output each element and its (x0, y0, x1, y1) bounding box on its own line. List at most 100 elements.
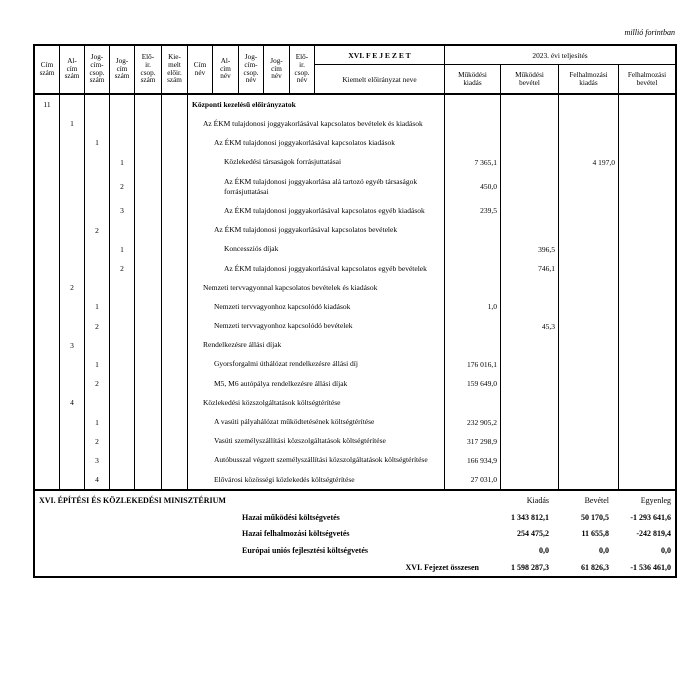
eloir-csop-szam-cell (135, 393, 162, 413)
jogcimcsop-szam-cell (85, 239, 110, 259)
felhalmozasi-kiadas-cell (559, 278, 619, 298)
footer-row-label: Hazai működési költségvetés (242, 512, 340, 522)
kiemelt-eloir-szam-cell (162, 469, 188, 489)
alcim-szam-cell (60, 450, 85, 470)
table-header: Cím szám Al- cím szám Jog- cím- csop. sz… (35, 46, 675, 95)
felhalmozasi-kiadas-cell (559, 201, 619, 221)
jogcim-szam-cell: 1 (110, 239, 135, 259)
cim-szam-cell (35, 412, 60, 432)
footer-bevetel-value: 50 170,5 (581, 512, 609, 522)
felhalmozasi-bevetel-cell (619, 153, 675, 172)
mukodesi-bevetel-cell: 396,5 (501, 239, 559, 259)
cim-szam-cell (35, 374, 60, 394)
felhalmozasi-bevetel-cell (619, 355, 675, 374)
eloir-csop-szam-cell (135, 431, 162, 451)
felhalmozasi-kiadas-cell (559, 258, 619, 279)
jogcimcsop-szam-cell (85, 171, 110, 202)
eloiranyzat-name-cell: A vasúti pályahálózat működtetésének köl… (188, 412, 445, 432)
table-row: 2 Az ÉKM tulajdonosi joggyakorlása alá t… (35, 171, 675, 202)
eloir-csop-szam-cell (135, 152, 162, 172)
value-column-labels: Működési kiadás Működési bevétel Felhalm… (445, 65, 675, 93)
unit-note: millió forintban (624, 28, 675, 37)
cim-szam-cell (35, 469, 60, 489)
table-row: 4 Elővárosi közösségi közlekedés költség… (35, 469, 675, 489)
jogcimcsop-szam-cell (85, 152, 110, 172)
felhalmozasi-kiadas-cell (559, 114, 619, 134)
footer-col-egyenleg: Egyenleg (640, 495, 671, 505)
felhalmozasi-bevetel-cell (619, 470, 675, 489)
jogcim-szam-cell (110, 431, 135, 451)
table-row: 1 Gyorsforgalmi úthálózat rendelkezésre … (35, 354, 675, 375)
kiemelt-eloir-szam-cell (162, 152, 188, 172)
eloiranyzat-name-cell: Az ÉKM tulajdonosi joggyakorlásával kapc… (188, 114, 445, 134)
mukodesi-kiadas-cell: 166 934,9 (445, 450, 501, 470)
mukodesi-bevetel-cell (501, 412, 559, 432)
cim-szam-cell (35, 316, 60, 336)
header-felhalmozasi-bevetel: Felhalmozási bevétel (627, 71, 667, 87)
cim-szam-cell (35, 450, 60, 470)
felhalmozasi-bevetel-cell (619, 95, 675, 114)
footer-col-bevetel: Bevétel (584, 495, 609, 505)
jogcimcsop-szam-cell (85, 393, 110, 413)
eloiranyzat-name: Autóbusszal végzett személyszállítási kö… (214, 455, 428, 465)
cim-szam-cell: 11 (35, 95, 60, 115)
jogcimcsop-szam-cell (85, 335, 110, 355)
header-jogcim-nev: Jog- cím név (264, 46, 290, 93)
eloiranyzat-name-cell: Autóbusszal végzett személyszállítási kö… (188, 450, 445, 470)
jogcim-szam-cell (110, 297, 135, 317)
jogcim-szam-cell (110, 278, 135, 298)
eloir-csop-szam-cell (135, 335, 162, 355)
felhalmozasi-kiadas-cell (559, 393, 619, 413)
felhalmozasi-kiadas-cell (559, 335, 619, 355)
felhalmozasi-kiadas-cell (559, 354, 619, 375)
alcim-szam-cell: 4 (60, 393, 85, 413)
kiemelt-eloiranyzat-label: Kiemelt előirányzat neve (342, 74, 417, 84)
cim-szam-cell (35, 431, 60, 451)
footer-bevetel-value: 11 655,8 (581, 529, 609, 539)
mukodesi-bevetel-cell (501, 393, 559, 413)
eloiranyzat-name-cell: Az ÉKM tulajdonosi joggyakorlásával kapc… (188, 220, 445, 240)
felhalmozasi-kiadas-cell (559, 469, 619, 489)
table-row: 3 Autóbusszal végzett személyszállítási … (35, 450, 675, 470)
header-jogcim-szam: Jog- cím szám (110, 46, 135, 93)
felhalmozasi-kiadas-cell (559, 412, 619, 432)
eloir-csop-szam-cell (135, 239, 162, 259)
jogcimcsop-szam-cell (85, 95, 110, 115)
eloiranyzat-name-cell: Az ÉKM tulajdonosi joggyakorlásával kapc… (188, 133, 445, 153)
alcim-szam-cell (60, 95, 85, 115)
eloiranyzat-name-cell: Közlekedési társaságok forrásjuttatásai (188, 152, 445, 172)
mukodesi-bevetel-cell (501, 450, 559, 470)
mukodesi-kiadas-cell (445, 278, 501, 298)
felhalmozasi-bevetel-cell (619, 259, 675, 278)
felhalmozasi-bevetel-cell (619, 432, 675, 451)
kiemelt-eloir-szam-cell (162, 201, 188, 221)
header-cim-nev: Cím név (188, 46, 213, 93)
felhalmozasi-kiadas-cell (559, 220, 619, 240)
footer-row-europai-unios: Európai uniós fejlesztési költségvetés 0… (35, 542, 675, 559)
eloiranyzat-name-cell: Nemzeti tervvagyonhoz kapcsolódó kiadáso… (188, 297, 445, 317)
jogcimcsop-szam-cell: 3 (85, 450, 110, 470)
eloiranyzat-name: Közlekedési társaságok forrásjuttatásai (224, 157, 342, 167)
eloir-csop-szam-cell (135, 316, 162, 336)
jogcimcsop-szam-cell: 2 (85, 220, 110, 240)
table-row: 2 Az ÉKM tulajdonosi joggyakorlásával ka… (35, 258, 675, 279)
jogcim-szam-cell (110, 450, 135, 470)
eloiranyzat-name-cell: Elővárosi közösségi közlekedés költségté… (188, 469, 445, 489)
mukodesi-kiadas-cell: 176 016,1 (445, 354, 501, 375)
header-mukodesi-bevetel: Működési bevétel (501, 65, 559, 93)
eloir-csop-szam-cell (135, 374, 162, 394)
alcim-szam-cell (60, 412, 85, 432)
eloiranyzat-name-cell: Nemzeti tervvagyonhoz kapcsolódó bevétel… (188, 316, 445, 336)
alcim-szam-cell (60, 374, 85, 394)
felhalmozasi-bevetel-cell (619, 336, 675, 355)
eloir-csop-szam-cell (135, 133, 162, 153)
alcim-szam-cell (60, 258, 85, 279)
eloiranyzat-name-cell: Rendelkezésre állási díjak (188, 335, 445, 355)
footer-egyenleg-value: 0,0 (661, 546, 671, 556)
mukodesi-bevetel-cell (501, 152, 559, 172)
kiemelt-eloir-szam-cell (162, 431, 188, 451)
mukodesi-bevetel-cell (501, 220, 559, 240)
felhalmozasi-kiadas-cell (559, 431, 619, 451)
kiemelt-eloir-szam-cell (162, 239, 188, 259)
